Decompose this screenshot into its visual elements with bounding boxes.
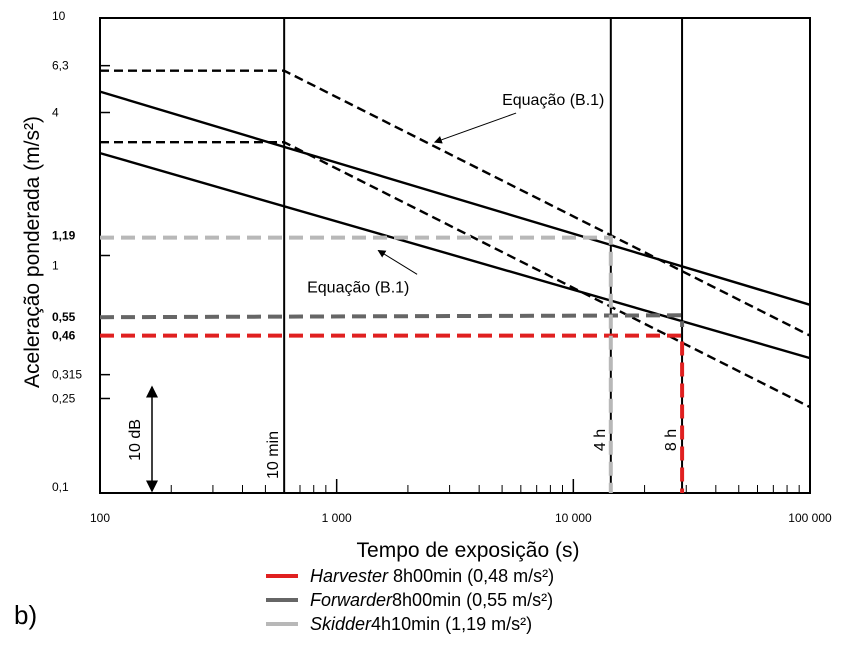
legend-series-name: Harvester [310,566,389,586]
y-tick-label: 4 [52,106,59,120]
y-tick-label: 1,19 [52,229,76,243]
y-tick-label: 0,25 [52,391,76,405]
y-axis-title: Aceleração ponderada (m/s²) [21,116,44,388]
equation-annotation: Equação (B.1) [502,92,604,109]
guidance-solid-line [99,90,811,306]
x-tick-label: 10 000 [555,511,592,525]
x-tick-label: 100 000 [788,511,832,525]
series-harvester-line [100,333,685,493]
annotation-arrow [377,249,418,275]
legend-series-name: Skidder [310,614,372,634]
series-skidder-line [100,235,613,493]
legend-series-detail: 8h00min (0,48 m/s²) [388,566,554,586]
legend-series-detail: 4h10min (1,19 m/s²) [371,614,532,634]
legend-entry: Skidder4h10min (1,19 m/s²) [310,614,532,634]
y-tick-label: 6,3 [52,59,69,73]
guidance-solid-line [99,151,811,360]
x-axis-title: Tempo de exposição (s) [357,539,580,562]
y-tick-label: 10 [52,9,66,23]
panel-label: b) [14,600,38,630]
x-tick-label: 1 000 [322,511,352,525]
y-tick-label: 0,315 [52,368,82,382]
vertical-marker-label: 8 h [663,429,680,451]
vertical-marker-label: 4 h [592,429,609,451]
equation-annotation: Equação (B.1) [307,279,409,296]
guidance-dashed-line [100,140,811,409]
annotation-arrow [433,112,517,144]
legend-entry: Forwarder8h00min (0,55 m/s²) [310,590,553,610]
y-tick-label: 1 [52,259,59,273]
guidance-dashed-line [100,69,811,337]
y-tick-label: 0,1 [52,480,69,494]
ten-db-label: 10 dB [127,419,144,461]
vertical-marker-label: 10 min [265,431,282,479]
legend-series-name: Forwarder [310,590,393,610]
legend-series-detail: 8h00min (0,55 m/s²) [392,590,553,610]
series-forwarder-line [99,313,685,327]
y-tick-label: 0,46 [52,329,76,343]
legend-entry: Harvester 8h00min (0,48 m/s²) [310,566,554,586]
x-tick-label: 100 [90,511,110,525]
y-tick-label: 0,55 [52,310,76,324]
